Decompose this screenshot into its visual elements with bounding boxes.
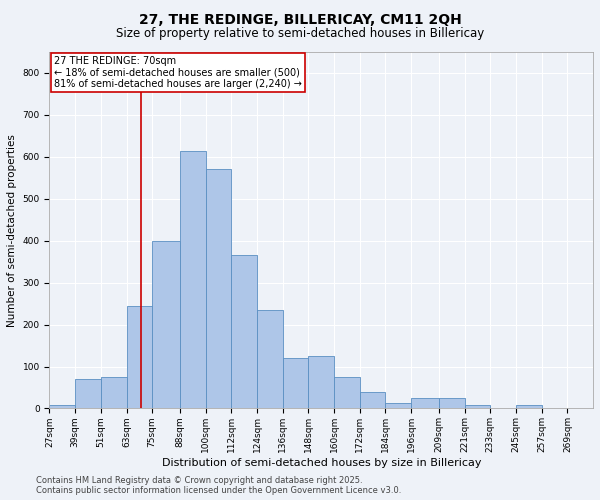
Bar xyxy=(385,404,411,408)
Y-axis label: Number of semi-detached properties: Number of semi-detached properties xyxy=(7,134,17,326)
Bar xyxy=(152,240,180,408)
Text: Size of property relative to semi-detached houses in Billericay: Size of property relative to semi-detach… xyxy=(116,28,484,40)
Bar xyxy=(127,306,152,408)
Bar xyxy=(232,256,257,408)
Bar xyxy=(49,405,75,408)
Text: Contains HM Land Registry data © Crown copyright and database right 2025.
Contai: Contains HM Land Registry data © Crown c… xyxy=(36,476,401,495)
Text: 27 THE REDINGE: 70sqm
← 18% of semi-detached houses are smaller (500)
81% of sem: 27 THE REDINGE: 70sqm ← 18% of semi-deta… xyxy=(54,56,302,90)
Bar xyxy=(283,358,308,408)
Bar xyxy=(257,310,283,408)
Bar xyxy=(360,392,385,408)
Bar xyxy=(334,377,360,408)
Bar xyxy=(464,405,490,408)
Bar xyxy=(101,377,127,408)
Bar xyxy=(180,150,206,408)
Bar xyxy=(411,398,439,408)
Bar xyxy=(516,405,542,408)
Bar xyxy=(75,379,101,408)
Bar xyxy=(308,356,334,408)
X-axis label: Distribution of semi-detached houses by size in Billericay: Distribution of semi-detached houses by … xyxy=(161,458,481,468)
Text: 27, THE REDINGE, BILLERICAY, CM11 2QH: 27, THE REDINGE, BILLERICAY, CM11 2QH xyxy=(139,12,461,26)
Bar xyxy=(206,170,232,408)
Bar xyxy=(439,398,464,408)
